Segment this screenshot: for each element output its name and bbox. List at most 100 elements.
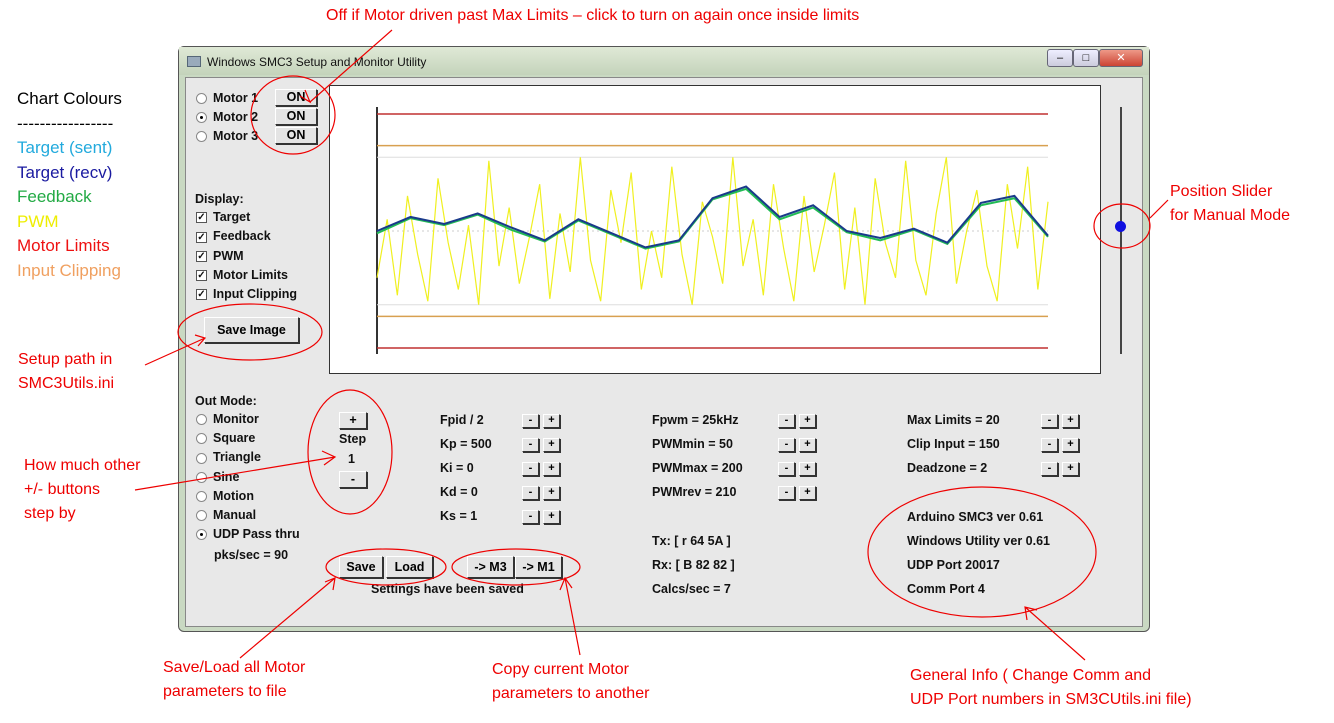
param-decrement-button[interactable]: -	[522, 510, 539, 524]
info-line: Windows Utility ver 0.61	[907, 534, 1050, 548]
legend-divider: -----------------	[17, 113, 114, 133]
param-decrement-button[interactable]: -	[1041, 462, 1058, 476]
param-increment-button[interactable]: +	[799, 486, 816, 500]
motor-3-radio[interactable]: Motor 3	[196, 129, 258, 143]
legend-item: Feedback	[17, 187, 92, 206]
param-increment-button[interactable]: +	[543, 438, 560, 452]
radio-icon[interactable]	[196, 510, 207, 522]
out-mode-motion-radio[interactable]: Motion	[196, 489, 254, 503]
step-value: 1	[348, 452, 355, 466]
step-plus-button[interactable]: +	[339, 412, 367, 429]
title-bar: Windows SMC3 Setup and Monitor Utility ‒…	[179, 47, 1149, 75]
param-label: Ki = 0	[440, 461, 474, 475]
annotation-info: General Info ( Change Comm and UDP Port n…	[910, 667, 1192, 708]
step-minus-button[interactable]: -	[339, 471, 367, 488]
chart-panel	[329, 85, 1101, 374]
checkbox-icon[interactable]: ✓	[196, 289, 207, 301]
info-line: Arduino SMC3 ver 0.61	[907, 510, 1044, 524]
out-mode-square-radio[interactable]: Square	[196, 431, 255, 445]
param-label: Ks = 1	[440, 509, 478, 523]
radio-icon[interactable]	[196, 433, 207, 445]
param-decrement-button[interactable]: -	[522, 486, 539, 500]
param-decrement-button[interactable]: -	[778, 486, 795, 500]
pwm-series	[376, 157, 1049, 305]
radio-icon[interactable]	[196, 471, 207, 483]
rx-readout: Rx: [ B 82 82 ]	[652, 558, 735, 572]
checkbox-icon[interactable]: ✓	[196, 231, 207, 243]
param-increment-button[interactable]: +	[799, 438, 816, 452]
out-mode-monitor-radio[interactable]: Monitor	[196, 412, 259, 426]
motor-label: Motor 3	[213, 129, 259, 143]
checkbox-icon[interactable]: ✓	[196, 212, 207, 224]
legend-item: PWM	[17, 211, 59, 231]
param-increment-button[interactable]: +	[1062, 462, 1079, 476]
param-increment-button[interactable]: +	[1062, 438, 1079, 452]
param-decrement-button[interactable]: -	[522, 438, 539, 452]
checkbox-icon[interactable]: ✓	[196, 250, 207, 262]
save-image-button[interactable]: Save Image	[204, 317, 299, 343]
target-series	[376, 185, 1049, 249]
legend-item: Motor Limits	[17, 236, 110, 255]
param-increment-button[interactable]: +	[1062, 414, 1079, 428]
param-decrement-button[interactable]: -	[778, 462, 795, 476]
display-target-checkbox[interactable]: ✓ Target	[196, 210, 251, 224]
param-increment-button[interactable]: +	[543, 414, 560, 428]
chart-colours-legend: Chart Colours ----------------- Target (…	[17, 87, 122, 283]
radio-icon[interactable]	[196, 93, 207, 105]
radio-icon[interactable]	[196, 491, 207, 502]
display-feedback-checkbox[interactable]: ✓ Feedback	[196, 229, 271, 244]
annotation-setup: Setup path in SMC3Utils.ini	[18, 351, 115, 392]
display-pwm-checkbox[interactable]: ✓ PWM	[196, 248, 244, 263]
radio-icon[interactable]	[196, 112, 207, 124]
checkbox-icon[interactable]: ✓	[196, 270, 207, 282]
display-motor-limits-checkbox[interactable]: ✓ Motor Limits	[196, 267, 288, 282]
param-increment-button[interactable]: +	[543, 486, 560, 500]
motor-1-on-button[interactable]: ON	[275, 89, 317, 106]
param-increment-button[interactable]: +	[799, 414, 816, 428]
annotation-saveload: Save/Load all Motor parameters to file	[163, 659, 306, 700]
param-increment-button[interactable]: +	[799, 462, 816, 476]
radio-icon[interactable]	[196, 529, 207, 541]
motor-3-on-button[interactable]: ON	[275, 127, 317, 144]
param-label: Deadzone = 2	[907, 461, 988, 475]
motor-2-radio[interactable]: Motor 2	[196, 110, 258, 124]
step-label: Step	[339, 432, 367, 446]
close-button[interactable]: ✕	[1099, 49, 1143, 67]
motor-label: Motor 2	[213, 110, 259, 124]
save-button[interactable]: Save	[339, 556, 383, 578]
load-button[interactable]: Load	[386, 556, 433, 578]
status-message: Settings have been saved	[371, 582, 524, 596]
param-decrement-button[interactable]: -	[778, 438, 795, 452]
copy-to-m3-button[interactable]: -> M3	[467, 556, 514, 578]
chart-svg	[376, 107, 1049, 354]
param-decrement-button[interactable]: -	[778, 414, 795, 428]
radio-icon[interactable]	[196, 452, 207, 464]
copy-to-m1-button[interactable]: -> M1	[515, 556, 562, 578]
legend-item: Target (recv)	[17, 162, 113, 182]
out-mode-manual-radio[interactable]: Manual	[196, 508, 256, 522]
radio-icon[interactable]	[196, 131, 207, 143]
param-decrement-button[interactable]: -	[522, 462, 539, 476]
motor-1-radio[interactable]: Motor 1	[196, 91, 258, 105]
display-input-clipping-checkbox[interactable]: ✓ Input Clipping	[196, 287, 298, 302]
radio-icon[interactable]	[196, 414, 207, 426]
param-decrement-button[interactable]: -	[522, 414, 539, 428]
param-increment-button[interactable]: +	[543, 510, 560, 524]
param-increment-button[interactable]: +	[543, 462, 560, 476]
param-label: Kp = 500	[440, 437, 492, 451]
maximize-button[interactable]: □	[1073, 49, 1099, 67]
param-decrement-button[interactable]: -	[1041, 438, 1058, 452]
position-slider-thumb[interactable]	[1115, 221, 1126, 232]
out-mode-sine-radio[interactable]: Sine	[196, 470, 239, 484]
param-label: Clip Input = 150	[907, 437, 1000, 451]
out-mode-udp-pass-thru-radio[interactable]: UDP Pass thru	[196, 527, 300, 541]
param-label: Fpwm = 25kHz	[652, 413, 739, 427]
display-heading: Display:	[195, 192, 244, 206]
legend-heading: Chart Colours	[17, 89, 122, 108]
out-mode-triangle-radio[interactable]: Triangle	[196, 450, 261, 464]
param-label: PWMrev = 210	[652, 485, 737, 499]
minimize-button[interactable]: ‒	[1047, 49, 1073, 67]
calcs-per-sec: Calcs/sec = 7	[652, 582, 731, 596]
param-decrement-button[interactable]: -	[1041, 414, 1058, 428]
motor-2-on-button[interactable]: ON	[275, 108, 317, 125]
